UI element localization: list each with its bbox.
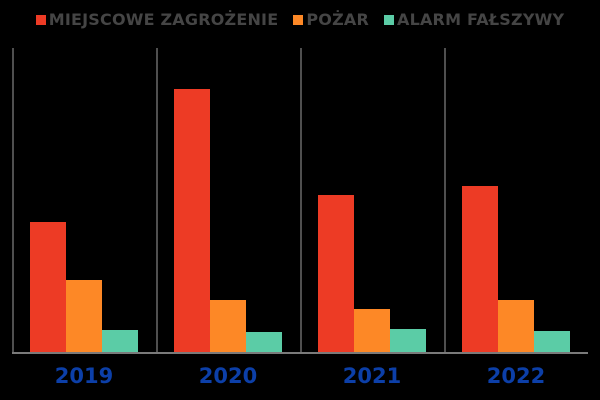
category-separator-line <box>300 48 302 353</box>
category-separator-line <box>12 48 14 353</box>
bar-series0-2022 <box>462 186 498 353</box>
x-axis-line <box>12 352 588 354</box>
bar-series0-2020 <box>174 89 210 353</box>
legend-item-alarm-falszywy: ALARM FAŁSZYWY <box>383 10 565 29</box>
legend-item-miejscowe-zagrozenie: MIEJSCOWE ZAGROŻENIE <box>35 10 279 29</box>
legend-item-pozar: POŻAR <box>293 10 369 29</box>
legend-swatch-red-icon <box>35 14 46 25</box>
bar-series2-2020 <box>246 332 282 353</box>
legend-label-pozar: POŻAR <box>306 10 369 29</box>
legend-swatch-teal-icon <box>383 14 394 25</box>
category-separator-line <box>156 48 158 353</box>
bar-series2-2022 <box>534 331 570 353</box>
bar-series2-2019 <box>102 330 138 353</box>
legend-label-alarm-falszywy: ALARM FAŁSZYWY <box>396 10 565 29</box>
x-axis-label-2022: 2022 <box>486 364 546 388</box>
bar-series2-2021 <box>390 329 426 353</box>
legend-swatch-orange-icon <box>293 14 304 25</box>
x-axis-label-2021: 2021 <box>342 364 402 388</box>
legend-label-miejscowe-zagrozenie: MIEJSCOWE ZAGROŻENIE <box>48 10 279 29</box>
bar-series1-2019 <box>66 280 102 353</box>
bar-series1-2022 <box>498 300 534 353</box>
bar-series1-2020 <box>210 300 246 353</box>
bar-series0-2019 <box>30 222 66 353</box>
bar-series1-2021 <box>354 309 390 353</box>
x-axis-label-2019: 2019 <box>54 364 114 388</box>
legend: MIEJSCOWE ZAGROŻENIE POŻAR ALARM FAŁSZYW… <box>0 10 600 29</box>
bar-series0-2021 <box>318 195 354 353</box>
x-axis-label-2020: 2020 <box>198 364 258 388</box>
category-separator-line <box>444 48 446 353</box>
